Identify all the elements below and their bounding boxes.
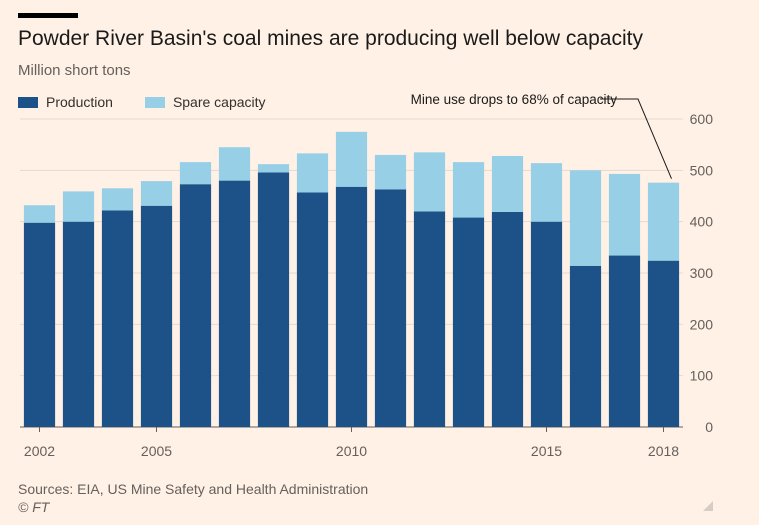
bar-spare-capacity <box>296 153 329 193</box>
bar-production <box>218 180 251 427</box>
bar-spare-capacity <box>491 155 524 212</box>
chart-subtitle: Million short tons <box>18 62 131 79</box>
legend-swatch-spare-capacity <box>144 96 165 108</box>
chart-title: Powder River Basin's coal mines are prod… <box>18 27 643 50</box>
bar-production <box>23 222 56 427</box>
y-tick-label: 200 <box>690 316 714 332</box>
bar-production <box>608 255 641 427</box>
y-tick-label: 300 <box>690 265 714 281</box>
x-tick-label: 2005 <box>141 443 172 459</box>
bar-spare-capacity <box>413 152 446 212</box>
bar-production <box>530 221 563 427</box>
bar-production <box>179 184 212 427</box>
y-tick-label: 500 <box>690 162 714 178</box>
bar-production <box>101 210 134 427</box>
legend-label-production: Production <box>46 94 113 110</box>
legend-item-spare-capacity: Spare capacity <box>144 94 266 110</box>
bar-spare-capacity <box>569 170 602 266</box>
bar-production <box>452 217 485 427</box>
bar-production <box>257 172 290 427</box>
bar-production <box>335 186 368 427</box>
bar-production <box>569 265 602 427</box>
y-tick-label: 600 <box>690 111 714 127</box>
bar-spare-capacity <box>374 154 407 190</box>
bar-production <box>62 221 95 427</box>
annotation-label: Mine use drops to 68% of capacity <box>411 92 618 107</box>
bar-production <box>140 205 173 427</box>
bar-spare-capacity <box>62 191 95 222</box>
bar-spare-capacity <box>647 182 680 261</box>
legend: Production Spare capacity <box>18 94 298 110</box>
y-tick-label: 100 <box>690 368 714 384</box>
x-tick-label: 2002 <box>24 443 55 459</box>
bar-production <box>413 211 446 427</box>
bar-production <box>491 211 524 427</box>
bar-production <box>374 189 407 427</box>
legend-label-spare-capacity: Spare capacity <box>172 94 266 110</box>
bar-spare-capacity <box>452 162 485 218</box>
source-note: Sources: EIA, US Mine Safety and Health … <box>18 481 369 497</box>
y-tick-label: 400 <box>690 214 714 230</box>
legend-item-production: Production <box>18 94 113 110</box>
ft-top-bar <box>18 13 78 18</box>
legend-swatch-production <box>18 96 38 108</box>
x-tick-label: 2018 <box>648 443 679 459</box>
bar-spare-capacity <box>23 205 56 223</box>
bar-spare-capacity <box>335 131 368 187</box>
bar-spare-capacity <box>218 147 251 181</box>
bar-production <box>296 192 329 427</box>
x-tick-label: 2010 <box>336 443 367 459</box>
bar-spare-capacity <box>101 188 134 211</box>
bar-spare-capacity <box>530 163 563 222</box>
y-tick-label: 0 <box>705 419 713 435</box>
annotation-leader-line <box>600 98 672 179</box>
bar-spare-capacity <box>257 164 290 173</box>
x-tick-label: 2015 <box>531 443 562 459</box>
bar-spare-capacity <box>140 181 173 206</box>
stacked-bar-chart: 0 100 200 300 400 500 600 2002 2005 2010 2015 2018 M… <box>20 92 714 459</box>
resize-grip-icon <box>703 501 713 511</box>
bar-production <box>647 260 680 427</box>
ft-credit: © FT <box>18 499 50 515</box>
bar-spare-capacity <box>608 173 641 256</box>
bar-spare-capacity <box>179 162 212 185</box>
